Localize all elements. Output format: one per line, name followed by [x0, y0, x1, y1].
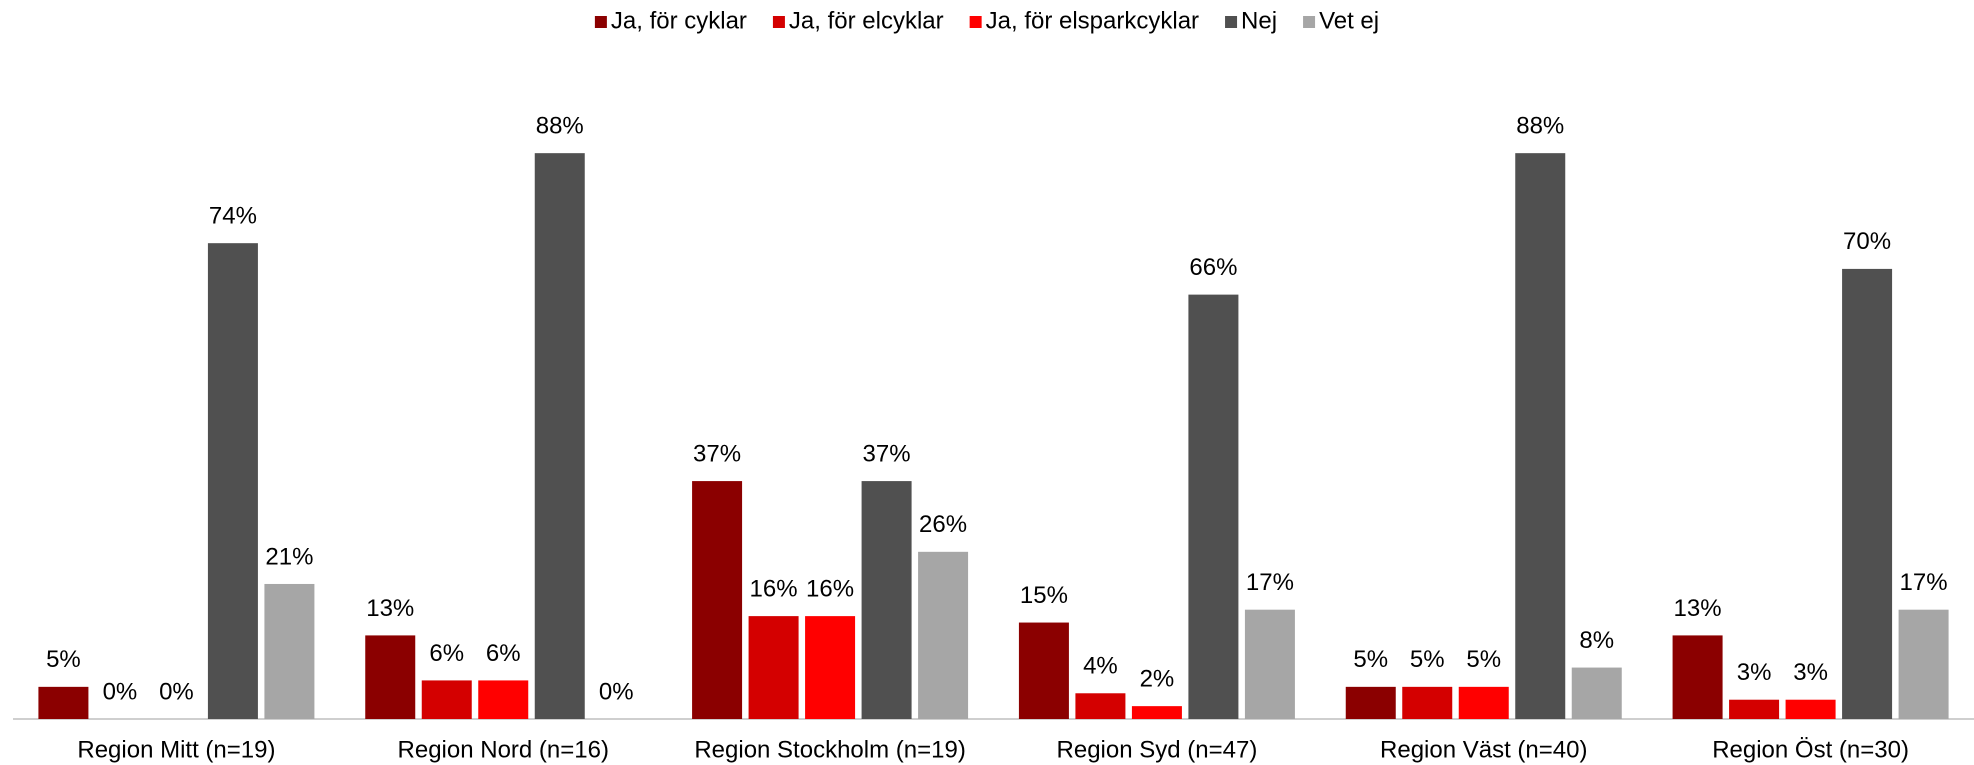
bar	[805, 616, 856, 719]
value-label: 0%	[599, 678, 634, 705]
bar	[1018, 622, 1069, 719]
x-tick-label: Region Syd (n=47)	[1057, 736, 1258, 763]
value-label: 70%	[1843, 228, 1891, 255]
x-tick-label: Region Stockholm (n=19)	[694, 736, 965, 763]
value-label: 8%	[1579, 627, 1614, 654]
bar	[1188, 294, 1239, 719]
value-label: 37%	[863, 440, 911, 467]
bar	[421, 680, 472, 719]
value-label: 15%	[1020, 582, 1068, 609]
legend-label: Vet ej	[1319, 7, 1379, 34]
bar	[1131, 706, 1182, 719]
value-label: 4%	[1083, 653, 1118, 680]
value-label: 13%	[1674, 595, 1722, 622]
bar	[1571, 667, 1622, 719]
value-label: 16%	[806, 575, 854, 602]
value-label: 74%	[209, 203, 257, 230]
value-label: 3%	[1737, 659, 1772, 686]
legend-swatch	[1225, 16, 1238, 28]
value-label: 17%	[1246, 569, 1294, 596]
legend-swatch	[594, 16, 607, 28]
value-label: 88%	[1516, 113, 1564, 140]
value-label: 66%	[1189, 254, 1237, 281]
bar	[918, 551, 969, 719]
bar	[1785, 699, 1836, 719]
bar	[1345, 686, 1396, 719]
bar	[365, 635, 416, 719]
value-label: 16%	[750, 575, 798, 602]
value-label: 0%	[159, 678, 194, 705]
bar	[534, 153, 585, 719]
bar	[1075, 693, 1126, 719]
value-label: 88%	[536, 113, 584, 140]
value-label: 2%	[1140, 665, 1175, 692]
bar	[692, 481, 743, 719]
legend-label: Nej	[1241, 7, 1277, 34]
value-label: 5%	[1410, 646, 1445, 673]
value-label: 0%	[103, 678, 138, 705]
value-label: 17%	[1900, 569, 1948, 596]
x-tick-label: Region Väst (n=40)	[1380, 736, 1587, 763]
value-label: 6%	[429, 640, 464, 667]
value-label: 5%	[1353, 646, 1388, 673]
bar	[1898, 609, 1949, 719]
legend-label: Ja, för elcyklar	[789, 7, 944, 34]
value-label: 3%	[1793, 659, 1828, 686]
bar	[1402, 686, 1453, 719]
value-label: 5%	[46, 646, 81, 673]
x-tick-label: Region Nord (n=16)	[398, 736, 609, 763]
value-label: 26%	[919, 511, 967, 538]
value-label: 6%	[486, 640, 521, 667]
value-label: 37%	[693, 440, 741, 467]
x-tick-label: Region Mitt (n=19)	[77, 736, 275, 763]
legend-swatch	[772, 16, 785, 28]
bar	[1515, 153, 1566, 719]
legend-swatch	[969, 16, 982, 28]
bar	[38, 686, 89, 719]
value-label: 13%	[366, 595, 414, 622]
bar	[1458, 686, 1509, 719]
legend-label: Ja, för elsparkcyklar	[986, 7, 1199, 34]
bar	[1842, 268, 1893, 719]
bar	[1729, 699, 1780, 719]
value-label: 5%	[1466, 646, 1501, 673]
bar	[264, 583, 315, 719]
x-tick-label: Region Öst (n=30)	[1712, 736, 1909, 763]
bar	[478, 680, 529, 719]
legend-label: Ja, för cyklar	[611, 7, 747, 34]
bar	[748, 616, 799, 719]
bar	[1672, 635, 1723, 719]
value-label: 21%	[265, 543, 313, 570]
bar	[207, 243, 258, 719]
legend-swatch	[1303, 16, 1316, 28]
bar	[1244, 609, 1295, 719]
bar	[861, 481, 912, 719]
